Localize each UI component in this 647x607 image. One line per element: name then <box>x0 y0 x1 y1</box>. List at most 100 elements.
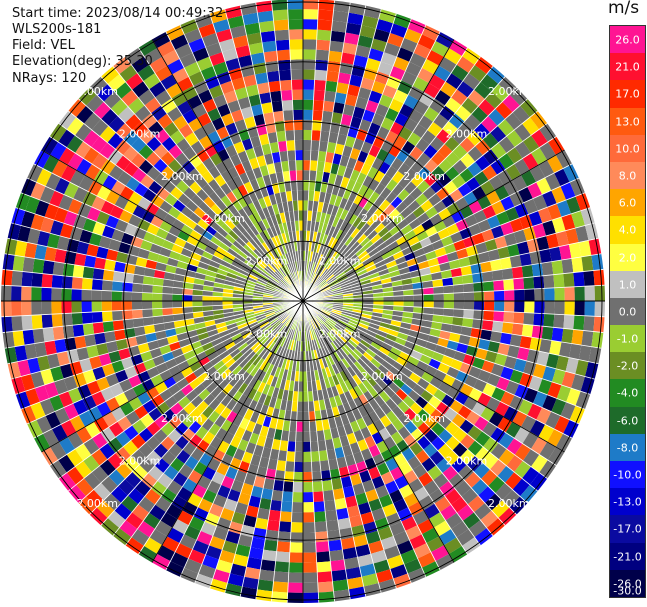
ray-separator <box>302 300 573 439</box>
ppi-gate-cell <box>561 213 576 231</box>
ppi-gate-cell <box>555 150 573 169</box>
ppi-gate-cell <box>352 348 363 358</box>
ppi-gate-cell <box>256 280 267 287</box>
ppi-gate-cell <box>367 268 379 276</box>
ppi-gate-cell <box>360 253 371 263</box>
ppi-gate-cell <box>139 457 155 474</box>
ppi-gate-cell <box>292 492 303 503</box>
ppi-gate-cell <box>280 501 293 513</box>
ppi-gate-cell <box>242 360 253 372</box>
ppi-gate-cell <box>394 337 407 347</box>
ppi-gate-cell <box>91 136 108 154</box>
ppi-gate-cell <box>353 331 365 340</box>
colorbar-segment <box>610 352 645 380</box>
ppi-gate-cell <box>435 186 450 201</box>
ppi-gate-cell <box>208 503 224 518</box>
ppi-gate-cell <box>353 230 364 242</box>
ray-separator <box>302 253 602 302</box>
ppi-gate-cell <box>59 223 74 239</box>
ppi-gate-cell <box>467 146 483 162</box>
ppi-gate-cell <box>342 104 356 117</box>
ppi-gate-cell <box>51 287 62 301</box>
ppi-gate-cell <box>171 91 188 107</box>
ppi-gate-cell <box>448 473 465 489</box>
ppi-gate-cell <box>227 488 241 503</box>
ppi-gate-cell <box>490 142 507 159</box>
ppi-gate-cell <box>440 323 453 333</box>
ppi-gate-cell <box>277 450 288 462</box>
ppi-gate-cell <box>488 108 505 126</box>
ppi-gate-cell <box>292 99 303 110</box>
ppi-gate-cell <box>309 251 314 262</box>
ppi-gate-cell <box>362 211 373 223</box>
ppi-gate-cell <box>193 507 209 522</box>
ppi-gate-cell <box>285 130 295 141</box>
ppi-gate-cell <box>530 436 548 455</box>
ppi-gate-cell <box>310 150 319 161</box>
ppi-gate-cell <box>482 453 499 470</box>
ppi-gate-cell <box>276 541 291 553</box>
ppi-gate-cell <box>442 315 454 325</box>
ppi-gate-cell <box>117 106 135 124</box>
ray-separator <box>302 300 528 504</box>
ppi-gate-cell <box>423 294 434 301</box>
ppi-gate-cell <box>227 573 245 587</box>
ppi-gate-cell <box>331 216 340 228</box>
ppi-gate-cell <box>189 407 202 421</box>
ppi-gate-cell <box>400 549 418 565</box>
ppi-gate-cell <box>93 416 109 433</box>
ppi-gate-cell <box>172 301 183 308</box>
ppi-gate-cell <box>513 277 525 290</box>
ppi-gate-cell <box>227 247 238 258</box>
ppi-gate-cell <box>222 255 234 265</box>
ppi-gate-cell <box>421 319 433 329</box>
ppi-gate-cell <box>338 347 348 359</box>
ppi-gate-cell <box>141 301 153 310</box>
ppi-gate-cell <box>163 213 177 226</box>
ppi-gate-cell <box>456 248 469 260</box>
ppi-gate-cell <box>357 405 369 418</box>
ppi-gate-cell <box>350 350 360 361</box>
ppi-gate-cell <box>36 415 52 434</box>
ppi-gate-cell <box>167 158 182 173</box>
ppi-gate-cell <box>326 260 335 270</box>
ppi-gate-cell <box>321 171 331 183</box>
ppi-gate-cell <box>291 401 298 412</box>
ppi-gate-cell <box>261 488 274 500</box>
ppi-gate-cell <box>303 79 315 90</box>
ppi-gate-cell <box>325 247 334 258</box>
ppi-gate-cell <box>468 520 487 538</box>
ray-separator <box>165 31 304 302</box>
ppi-gate-cell <box>289 170 297 181</box>
ppi-gate-cell <box>67 431 84 450</box>
ppi-gate-cell <box>292 200 299 211</box>
ppi-gate-cell <box>121 232 134 246</box>
ppi-gate-cell <box>452 275 464 286</box>
ppi-gate-cell <box>270 318 280 327</box>
ppi-gate-cell <box>76 105 94 124</box>
ppi-gate-cell <box>268 509 281 522</box>
ppi-gate-cell <box>483 301 495 312</box>
ppi-gate-cell <box>385 178 399 192</box>
ppi-gate-cell <box>323 271 332 280</box>
ppi-gate-cell <box>41 287 52 301</box>
ppi-gate-cell <box>207 240 219 251</box>
ppi-gate-cell <box>254 72 269 85</box>
ppi-gate-cell <box>404 229 417 241</box>
ppi-gate-cell <box>98 235 112 249</box>
ppi-gate-cell <box>316 561 332 573</box>
ppi-gate-cell <box>324 366 332 378</box>
ray-separator <box>68 110 304 302</box>
ppi-gate-cell <box>49 123 67 143</box>
ppi-gate-cell <box>513 358 527 373</box>
ppi-gate-cell <box>252 265 263 274</box>
ppi-gate-cell <box>245 227 256 239</box>
ppi-gate-cell <box>152 308 163 317</box>
ppi-gate-cell <box>248 376 258 389</box>
ray-separator <box>112 300 304 536</box>
ppi-gate-cell <box>368 410 380 424</box>
ppi-gate-cell <box>82 218 97 233</box>
ppi-gate-cell <box>127 97 145 114</box>
ppi-gate-cell <box>202 310 214 317</box>
ppi-gate-cell <box>402 395 416 408</box>
